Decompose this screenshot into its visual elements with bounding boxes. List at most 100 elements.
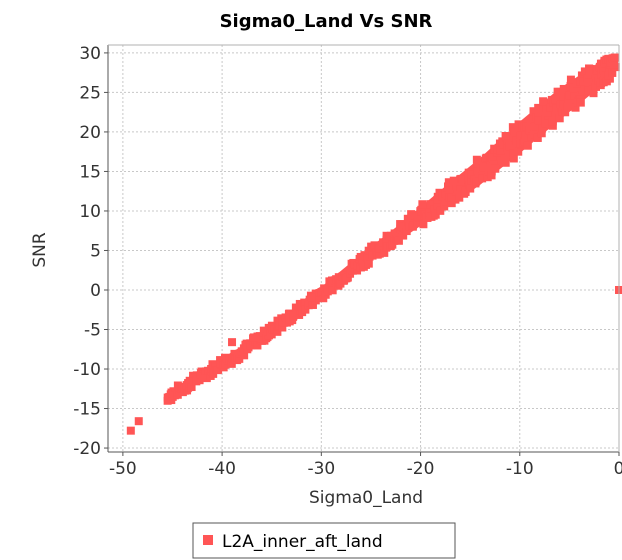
data-point [531, 122, 540, 131]
data-point [209, 369, 218, 378]
data-point [571, 103, 580, 112]
data-point [577, 71, 586, 80]
data-point [418, 200, 427, 209]
y-axis-label: SNR [30, 232, 50, 268]
data-point [375, 249, 384, 258]
data-point [496, 146, 505, 155]
data-point [390, 229, 399, 238]
data-point-outlier-4 [307, 293, 316, 302]
data-point [301, 305, 310, 314]
data-point [458, 175, 467, 184]
data-point [419, 220, 428, 229]
data-point [591, 82, 600, 91]
data-point [235, 354, 244, 363]
x-tick-label: -40 [208, 459, 236, 479]
data-point [543, 108, 552, 117]
data-point-outlier-0 [126, 426, 135, 435]
data-point [478, 174, 487, 183]
data-point [192, 371, 201, 380]
y-tick-label: 10 [79, 202, 101, 222]
data-point [474, 169, 483, 178]
data-point [584, 78, 593, 87]
data-point [608, 68, 617, 77]
data-point [610, 53, 619, 62]
data-point [413, 218, 422, 227]
data-point [213, 366, 222, 375]
x-tick-label: -10 [506, 459, 534, 479]
data-point [487, 171, 496, 180]
data-point [461, 188, 470, 197]
data-point [240, 351, 249, 360]
data-point [559, 84, 568, 93]
data-point [488, 154, 497, 163]
data-point [584, 86, 593, 95]
y-tick-label: 0 [90, 281, 101, 301]
data-point [541, 119, 550, 128]
data-point [502, 134, 511, 143]
legend-swatch [203, 535, 213, 545]
data-point [368, 251, 377, 260]
data-point [585, 67, 594, 76]
data-point [267, 330, 276, 339]
data-point [501, 158, 510, 167]
data-point [308, 300, 317, 309]
data-point [551, 95, 560, 104]
data-point [227, 359, 236, 368]
data-point-outlier-1 [134, 417, 143, 426]
data-point [399, 231, 408, 240]
data-point [388, 240, 397, 249]
data-point [253, 341, 262, 350]
data-point [479, 163, 488, 172]
x-tick-label: -20 [407, 459, 435, 479]
data-point [579, 77, 588, 86]
data-point [583, 74, 592, 83]
data-point [466, 184, 475, 193]
data-point [533, 133, 542, 142]
y-axis-label-group: SNR [30, 232, 50, 268]
data-point [394, 236, 403, 245]
y-tick-label: 5 [90, 241, 101, 261]
data-point-outlier-3 [249, 333, 258, 342]
data-point [572, 79, 581, 88]
data-point [552, 104, 561, 113]
data-point [529, 107, 538, 116]
data-point [380, 248, 389, 257]
data-point [514, 147, 523, 156]
data-point [546, 103, 555, 112]
data-point [289, 311, 298, 320]
data-point [566, 75, 575, 84]
data-point [576, 98, 585, 107]
y-tick-label: -15 [73, 400, 101, 420]
y-tick-label: -5 [84, 321, 101, 341]
x-axis-label: Sigma0_Land [309, 488, 423, 508]
data-point [521, 131, 530, 140]
data-points [126, 53, 622, 435]
y-tick-label: 20 [79, 123, 101, 143]
data-point [610, 60, 619, 69]
data-point [555, 114, 564, 123]
data-point [328, 286, 337, 295]
data-point [364, 259, 373, 268]
data-point [455, 193, 464, 202]
data-point [465, 180, 474, 189]
x-tick-label: -50 [109, 459, 137, 479]
data-point [538, 124, 547, 133]
data-point [508, 142, 517, 151]
y-tick-label: 15 [79, 162, 101, 182]
data-point [405, 215, 414, 224]
data-point [539, 97, 548, 106]
data-point [569, 84, 578, 93]
data-point [259, 326, 268, 335]
data-point [207, 364, 216, 373]
x-tick-label: 0 [614, 459, 622, 479]
data-point [409, 221, 418, 230]
data-point [273, 327, 282, 336]
data-point [436, 206, 445, 215]
data-point [561, 108, 570, 117]
y-tick-label: -10 [73, 360, 101, 380]
legend-label: L2A_inner_aft_land [222, 532, 383, 552]
data-point [534, 116, 543, 125]
data-point [431, 210, 440, 219]
